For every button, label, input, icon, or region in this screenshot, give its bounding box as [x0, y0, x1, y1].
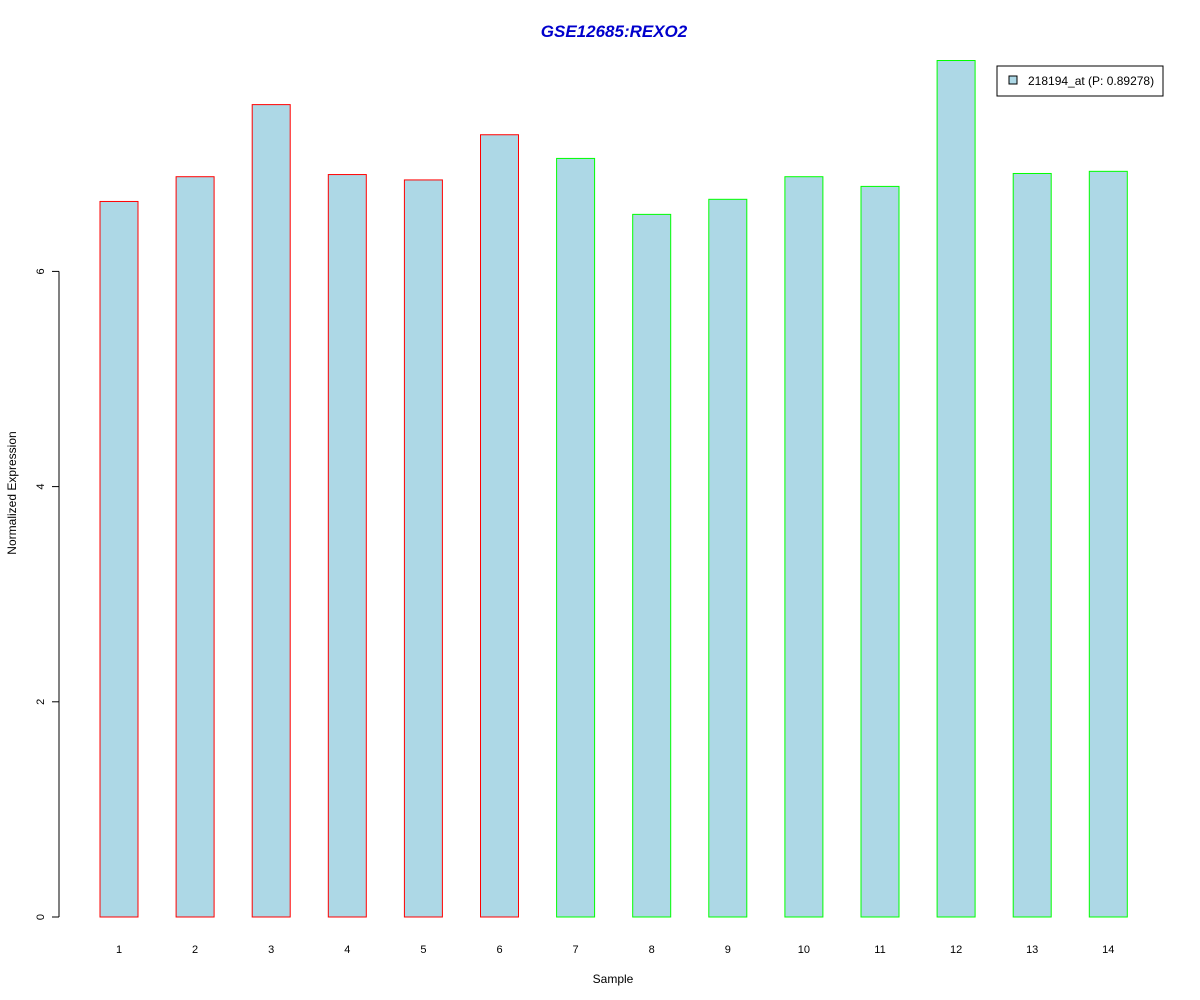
bar: [708, 198, 748, 918]
legend: 218194_at (P: 0.89278): [996, 65, 1164, 97]
x-tick-label: 10: [798, 944, 810, 956]
bar: [175, 176, 215, 918]
bar: [1012, 172, 1052, 918]
legend-label: 218194_at (P: 0.89278): [1028, 74, 1154, 88]
bar: [480, 134, 519, 918]
x-tick-label: 7: [573, 944, 579, 956]
x-tick-label: 1: [116, 944, 122, 956]
x-tick-label: 13: [1026, 944, 1038, 956]
x-tick-label: 2: [192, 944, 198, 956]
chart-title: GSE12685:REXO2: [541, 22, 688, 41]
x-axis-label: Sample: [593, 972, 634, 986]
bar: [251, 104, 291, 918]
y-tick-label: 2: [35, 699, 47, 705]
bar: [936, 60, 976, 918]
y-axis: 0 2 4 6: [35, 268, 60, 920]
x-tick-label: 5: [420, 944, 426, 956]
x-tick-label: 12: [950, 944, 962, 956]
y-axis-label: Normalized Expression: [5, 431, 19, 554]
y-tick-label: 0: [35, 914, 47, 920]
y-tick-label: 6: [35, 268, 47, 274]
x-tick-label: 14: [1102, 944, 1114, 956]
x-tick-label: 11: [874, 944, 885, 956]
legend-swatch: [1008, 75, 1018, 85]
bar: [556, 157, 596, 918]
x-tick-label: 8: [649, 944, 655, 956]
x-tick-label: 3: [268, 944, 274, 956]
x-tick-label: 4: [344, 944, 350, 956]
bar: [860, 185, 900, 918]
bar: [784, 176, 824, 918]
bar: [632, 213, 672, 918]
y-tick-label: 4: [35, 484, 47, 490]
bar: [99, 200, 139, 918]
x-tick-label: 6: [496, 944, 502, 956]
bar: [327, 174, 367, 918]
legend-box: [996, 65, 1164, 97]
x-tick-label: 9: [725, 944, 731, 956]
bar: [403, 179, 443, 918]
x-tick-labels: 1 2 3 4 5 6 7 8 9 10 11 12 13 14: [116, 944, 1114, 956]
bar: [1088, 170, 1128, 918]
bars-group: [99, 60, 1128, 918]
